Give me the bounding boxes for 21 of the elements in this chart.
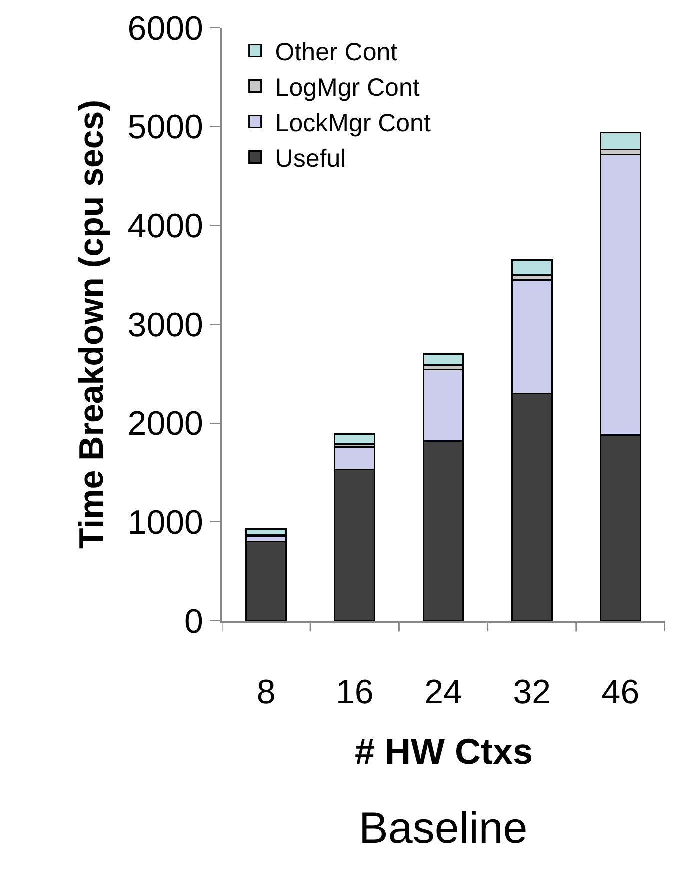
legend-label: Useful [275, 145, 346, 173]
x-axis-title: # HW Ctxs [355, 731, 534, 772]
x-tick-label: 16 [336, 674, 374, 712]
text: Baseline [359, 804, 528, 853]
y-axis-title: Time Breakdown (cpu secs) [72, 100, 111, 550]
bar [334, 433, 376, 445]
x-tick-label: 24 [424, 674, 462, 712]
x-tick-label: 32 [513, 674, 552, 712]
legend-label: Other Cont [275, 38, 398, 66]
bar [246, 541, 287, 621]
y-tick-label: 3000 [128, 306, 204, 344]
x-tick-label: 8 [256, 674, 276, 712]
y-tick-label: 5000 [128, 108, 204, 147]
y-tick-label: 4000 [128, 208, 204, 246]
x-tick-label: 46 [602, 674, 640, 712]
y-tick-label: 6000 [128, 10, 204, 48]
legend-label: LogMgr Cont [275, 74, 420, 102]
y-tick-label: 2000 [128, 405, 204, 444]
y-tick-label: 1000 [128, 504, 204, 542]
y-tick-label: 0 [184, 602, 204, 641]
legend-label: LockMgr Cont [275, 110, 431, 138]
